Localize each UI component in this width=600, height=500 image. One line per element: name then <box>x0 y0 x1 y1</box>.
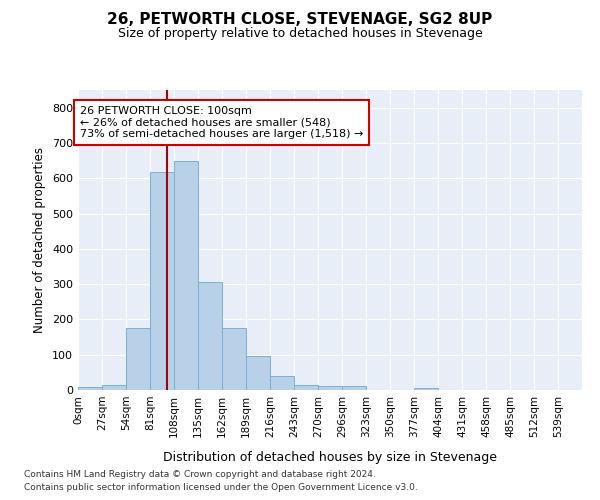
Bar <box>294 384 318 390</box>
Text: Distribution of detached houses by size in Stevenage: Distribution of detached houses by size … <box>163 451 497 464</box>
Bar <box>414 388 438 390</box>
Y-axis label: Number of detached properties: Number of detached properties <box>34 147 46 333</box>
Text: Contains public sector information licensed under the Open Government Licence v3: Contains public sector information licen… <box>24 484 418 492</box>
Bar <box>174 160 198 390</box>
Bar <box>78 387 102 390</box>
Bar <box>270 376 294 390</box>
Bar <box>222 328 246 390</box>
Bar <box>318 386 342 390</box>
Bar <box>102 384 126 390</box>
Text: 26, PETWORTH CLOSE, STEVENAGE, SG2 8UP: 26, PETWORTH CLOSE, STEVENAGE, SG2 8UP <box>107 12 493 28</box>
Bar <box>198 282 222 390</box>
Bar <box>246 356 270 390</box>
Text: Contains HM Land Registry data © Crown copyright and database right 2024.: Contains HM Land Registry data © Crown c… <box>24 470 376 479</box>
Bar <box>126 328 150 390</box>
Text: 26 PETWORTH CLOSE: 100sqm
← 26% of detached houses are smaller (548)
73% of semi: 26 PETWORTH CLOSE: 100sqm ← 26% of detac… <box>80 106 363 139</box>
Text: Size of property relative to detached houses in Stevenage: Size of property relative to detached ho… <box>118 28 482 40</box>
Bar <box>150 172 174 390</box>
Bar <box>342 386 366 390</box>
